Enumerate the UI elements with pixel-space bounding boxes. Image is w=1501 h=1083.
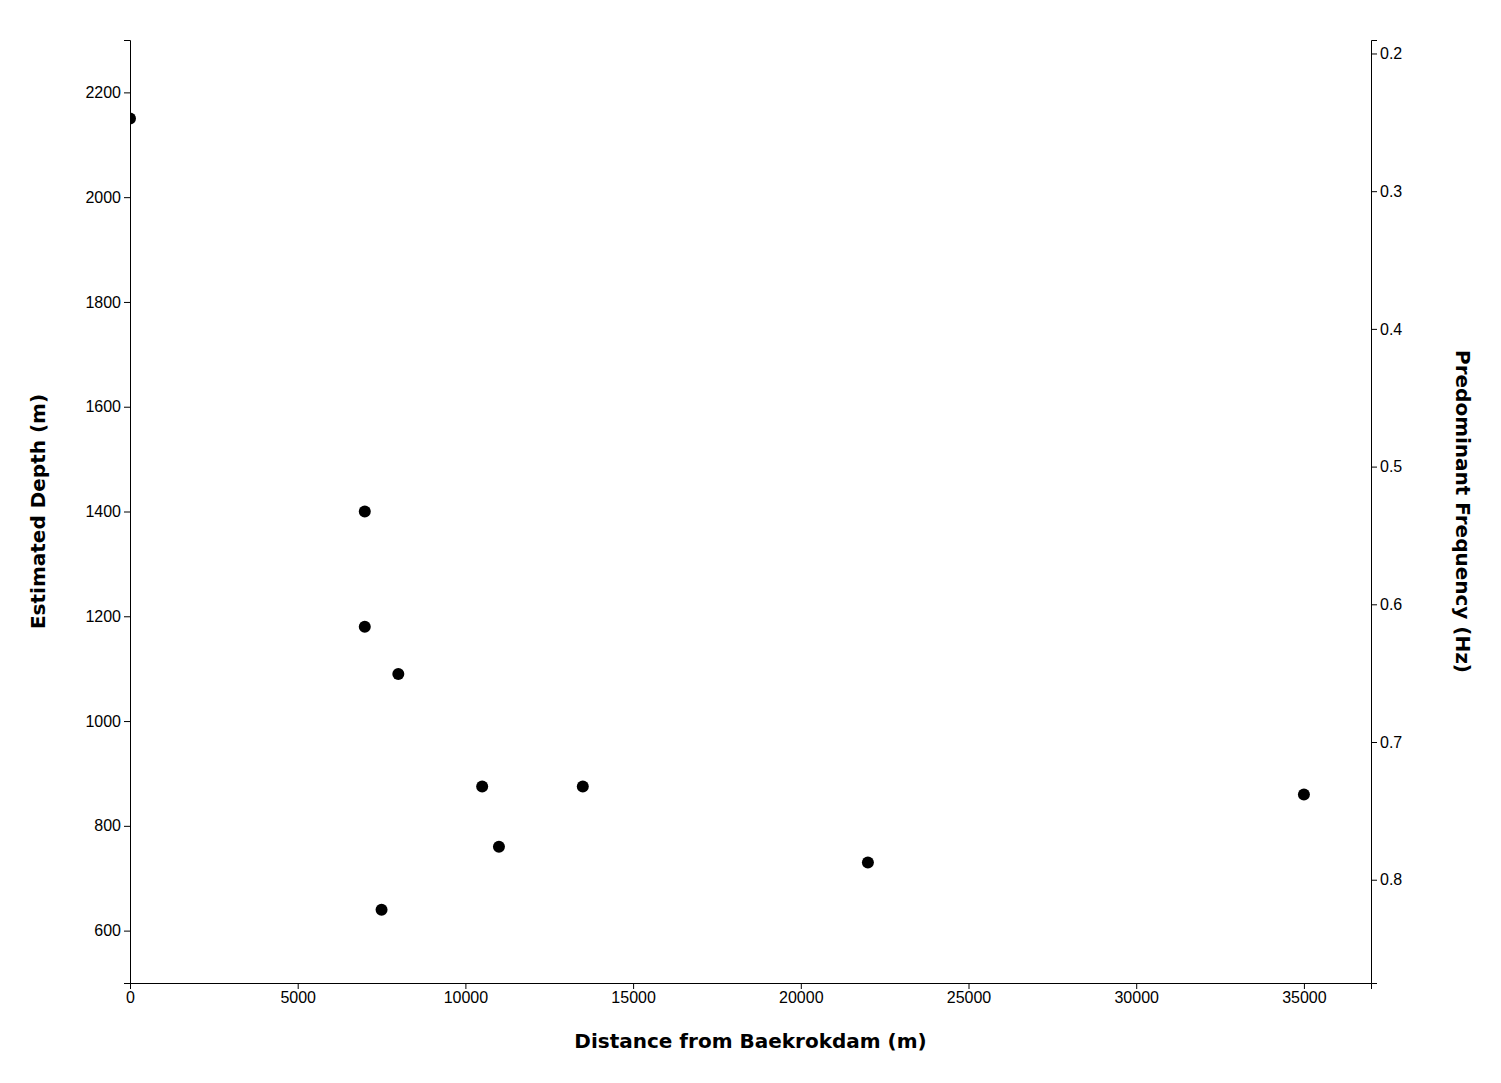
y2-axis-title: Predominant Frequency (Hz) — [1451, 350, 1475, 673]
tick-mark — [633, 983, 634, 989]
tick-label: 0.2 — [1380, 45, 1402, 62]
tick: 0.7 — [1371, 734, 1402, 751]
tick: 0 — [126, 983, 135, 1006]
point — [493, 841, 505, 853]
tick-mark — [124, 512, 130, 513]
tick-label: 600 — [94, 922, 121, 939]
x-axis-title: Distance from Baekrokdam (m) — [574, 1029, 926, 1053]
tick-label: 5000 — [280, 989, 316, 1006]
y2-axis-line — [1372, 41, 1378, 984]
tick-label: 1000 — [85, 713, 121, 730]
tick-mark — [1304, 983, 1305, 989]
tick: 800 — [94, 817, 130, 834]
tick-mark — [1371, 329, 1377, 330]
tick: 30000 — [1114, 983, 1159, 1006]
tick: 15000 — [611, 983, 656, 1006]
point — [1298, 788, 1310, 800]
tick-label: 2000 — [85, 189, 121, 206]
tick-label: 0.7 — [1380, 734, 1402, 751]
tick-label: 0.4 — [1380, 321, 1402, 338]
tick-label: 0.6 — [1380, 596, 1402, 613]
tick-mark — [465, 983, 466, 989]
tick: 600 — [94, 922, 130, 939]
tick-mark — [124, 92, 130, 93]
tick-label: 15000 — [611, 989, 656, 1006]
tick-label: 30000 — [1114, 989, 1159, 1006]
points — [130, 113, 1310, 916]
chart: 0 5000 10000 15000 20000 25000 30000 35000 600 80… — [0, 0, 1501, 1083]
tick-label: 1800 — [85, 294, 121, 311]
tick-mark — [298, 983, 299, 989]
tick: 25000 — [947, 983, 992, 1006]
y2-axis: 0.2 0.3 0.4 0.5 0.6 0.7 0.8 — [1371, 41, 1402, 984]
tick: 1800 — [85, 294, 130, 311]
tick-label: 25000 — [947, 989, 992, 1006]
tick-label: 0.5 — [1380, 458, 1402, 475]
point — [476, 781, 488, 793]
tick: 0.8 — [1371, 871, 1402, 888]
tick: 20000 — [779, 983, 824, 1006]
plot: 0 5000 10000 15000 20000 25000 30000 35000 600 80… — [85, 41, 1402, 1007]
tick: 0.4 — [1371, 321, 1402, 338]
tick-mark — [1371, 191, 1377, 192]
tick: 10000 — [444, 983, 489, 1006]
x-axis-line — [131, 984, 1372, 990]
point — [577, 781, 589, 793]
tick-mark — [969, 983, 970, 989]
tick: 1400 — [85, 503, 130, 520]
tick-mark — [1371, 604, 1377, 605]
tick-mark — [124, 931, 130, 932]
tick: 0.5 — [1371, 458, 1402, 475]
point — [130, 113, 136, 125]
tick-mark — [1371, 467, 1377, 468]
tick: 0.6 — [1371, 596, 1402, 613]
tick: 1200 — [85, 608, 130, 625]
tick: 1600 — [85, 398, 130, 415]
tick-mark — [801, 983, 802, 989]
tick-mark — [1371, 742, 1377, 743]
tick-mark — [124, 721, 130, 722]
tick: 1000 — [85, 713, 130, 730]
tick-mark — [1371, 53, 1377, 54]
x-axis: 0 5000 10000 15000 20000 25000 30000 35000 — [126, 983, 1371, 1006]
tick-label: 35000 — [1282, 989, 1327, 1006]
y-axis-title: Estimated Depth (m) — [26, 394, 50, 629]
tick: 2200 — [85, 84, 130, 101]
tick: 0.3 — [1371, 183, 1402, 200]
y-axis: 600 800 1000 1200 1400 1600 1800 2000 2200 — [85, 41, 130, 984]
tick: 2000 — [85, 189, 130, 206]
point — [359, 621, 371, 633]
tick: 35000 — [1282, 983, 1327, 1006]
tick-mark — [1371, 880, 1377, 881]
point — [359, 506, 371, 518]
tick-label: 1600 — [85, 398, 121, 415]
tick-label: 1400 — [85, 503, 121, 520]
y-axis-line — [124, 41, 131, 984]
point — [392, 668, 404, 680]
tick-mark — [124, 826, 130, 827]
tick-mark — [124, 407, 130, 408]
tick-mark — [124, 197, 130, 198]
tick-mark — [1136, 983, 1137, 989]
tick-label: 2200 — [85, 84, 121, 101]
tick-label: 10000 — [444, 989, 489, 1006]
tick-label: 20000 — [779, 989, 824, 1006]
tick-label: 0.3 — [1380, 183, 1402, 200]
tick: 5000 — [280, 983, 316, 1006]
point — [376, 904, 388, 916]
tick-label: 0 — [126, 989, 135, 1006]
tick-label: 1200 — [85, 608, 121, 625]
tick-label: 0.8 — [1380, 871, 1402, 888]
tick-mark — [124, 302, 130, 303]
tick-label: 800 — [94, 817, 121, 834]
point — [862, 857, 874, 869]
tick: 0.2 — [1371, 45, 1402, 62]
tick-mark — [124, 616, 130, 617]
